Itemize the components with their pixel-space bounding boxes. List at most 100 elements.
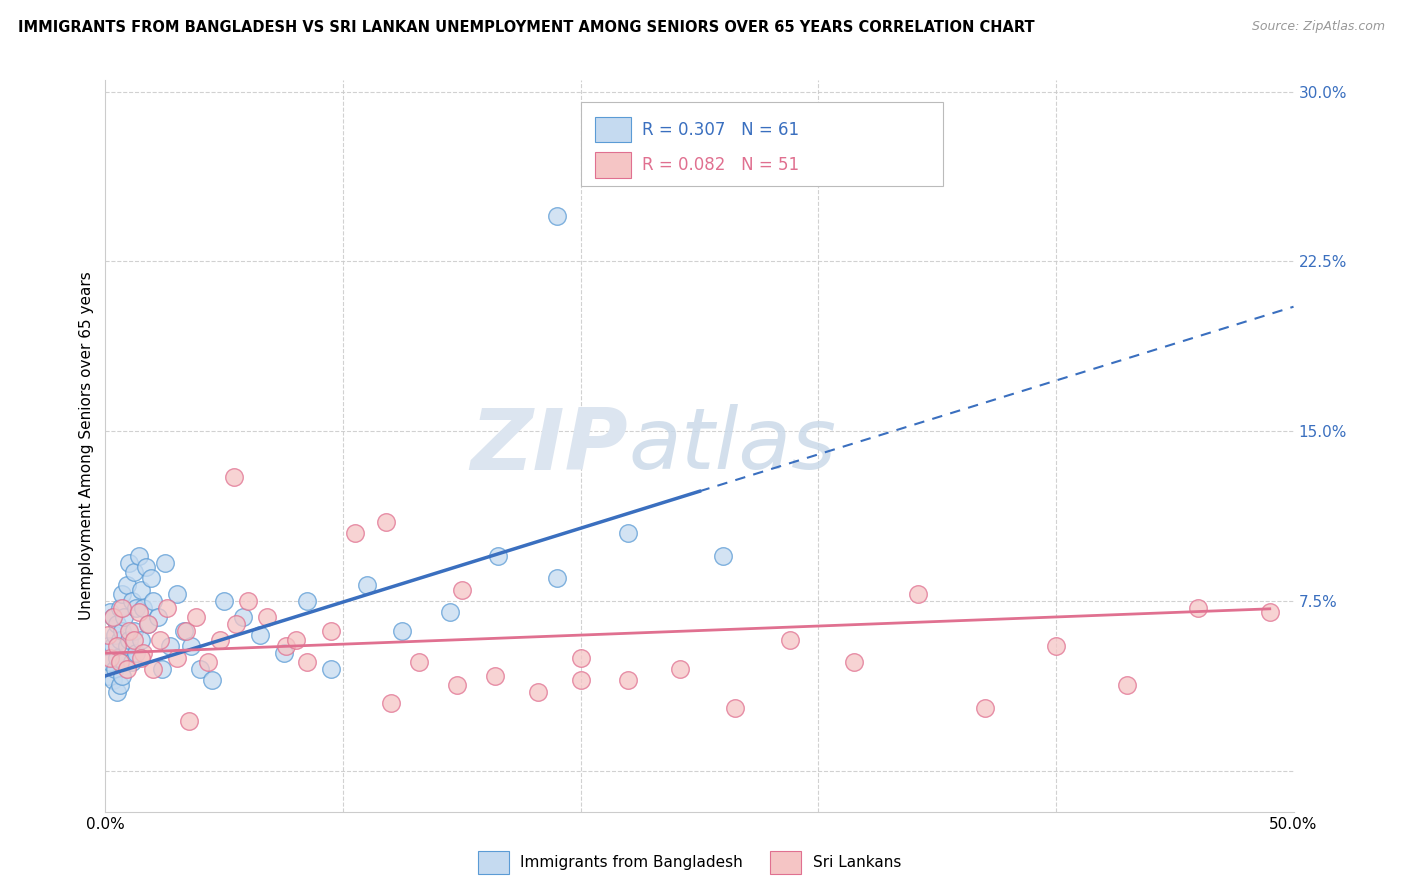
Point [486, 549, 509, 563]
Point [101, 640, 124, 654]
Point [104, 662, 127, 676]
Point [136, 616, 159, 631]
Point [118, 624, 141, 638]
Point [98, 650, 121, 665]
Y-axis label: Unemployment Among Seniors over 65 years: Unemployment Among Seniors over 65 years [79, 272, 94, 620]
Point [190, 662, 212, 676]
Point [256, 610, 278, 624]
Point [129, 582, 152, 597]
Point [122, 632, 145, 647]
Point [115, 662, 138, 676]
Point [146, 610, 169, 624]
Point [98, 655, 121, 669]
Point [97, 628, 120, 642]
Text: R = 0.082   N = 51: R = 0.082 N = 51 [643, 156, 800, 174]
Point [374, 515, 396, 529]
Point [1045, 640, 1067, 654]
Point [111, 624, 134, 638]
Point [173, 624, 195, 638]
Point [297, 594, 319, 608]
Text: Source: ZipAtlas.com: Source: ZipAtlas.com [1251, 20, 1385, 33]
Point [128, 549, 150, 563]
Point [166, 650, 188, 665]
Point [450, 582, 472, 597]
Point [177, 714, 200, 728]
Point [214, 594, 236, 608]
Point [105, 650, 128, 665]
Point [118, 556, 141, 570]
Point [108, 655, 131, 669]
Point [297, 655, 319, 669]
Point [125, 601, 148, 615]
Point [356, 578, 378, 592]
Point [142, 594, 165, 608]
Bar [595, 152, 630, 178]
Point [546, 572, 568, 586]
Point [343, 526, 366, 541]
Point [1116, 678, 1139, 692]
Point [139, 572, 162, 586]
Point [842, 655, 865, 669]
Point [129, 632, 152, 647]
Point [153, 556, 176, 570]
Text: Sri Lankans: Sri Lankans [813, 855, 901, 870]
Point [208, 632, 231, 647]
Point [274, 640, 297, 654]
Point [617, 673, 640, 688]
Point [1258, 606, 1281, 620]
Point [222, 469, 245, 483]
Point [97, 669, 120, 683]
Point [446, 678, 468, 692]
Text: Immigrants from Bangladesh: Immigrants from Bangladesh [520, 855, 742, 870]
Point [249, 628, 271, 642]
Bar [478, 851, 509, 874]
Point [617, 526, 640, 541]
Point [136, 616, 159, 631]
Point [115, 578, 138, 592]
Point [408, 655, 430, 669]
Point [108, 601, 131, 615]
Point [184, 610, 207, 624]
Point [135, 560, 157, 574]
Point [174, 624, 197, 638]
Point [114, 655, 136, 669]
Point [159, 640, 181, 654]
Point [569, 650, 592, 665]
Point [132, 601, 155, 615]
Point [711, 549, 734, 563]
Point [111, 601, 134, 615]
Point [105, 616, 128, 631]
Point [669, 662, 692, 676]
Point [569, 673, 592, 688]
Point [122, 624, 145, 638]
Point [114, 610, 136, 624]
Point [149, 632, 172, 647]
Point [101, 610, 124, 624]
Point [180, 640, 202, 654]
Point [1187, 601, 1209, 615]
Point [115, 640, 138, 654]
Text: IMMIGRANTS FROM BANGLADESH VS SRI LANKAN UNEMPLOYMENT AMONG SENIORS OVER 65 YEAR: IMMIGRANTS FROM BANGLADESH VS SRI LANKAN… [18, 20, 1035, 35]
Point [973, 700, 995, 714]
Point [152, 662, 174, 676]
Text: ZIP: ZIP [471, 404, 628, 488]
Point [527, 684, 550, 698]
Point [232, 610, 254, 624]
Point [380, 696, 402, 710]
Point [225, 616, 247, 631]
Point [129, 650, 152, 665]
Point [197, 655, 219, 669]
Point [166, 587, 188, 601]
Point [101, 673, 124, 688]
Point [484, 669, 506, 683]
Point [122, 565, 145, 579]
Point [391, 624, 413, 638]
Point [142, 662, 165, 676]
Point [201, 673, 224, 688]
Point [105, 640, 128, 654]
Point [236, 594, 259, 608]
Point [105, 684, 128, 698]
Point [121, 655, 143, 669]
Point [546, 209, 568, 223]
Point [104, 628, 127, 642]
